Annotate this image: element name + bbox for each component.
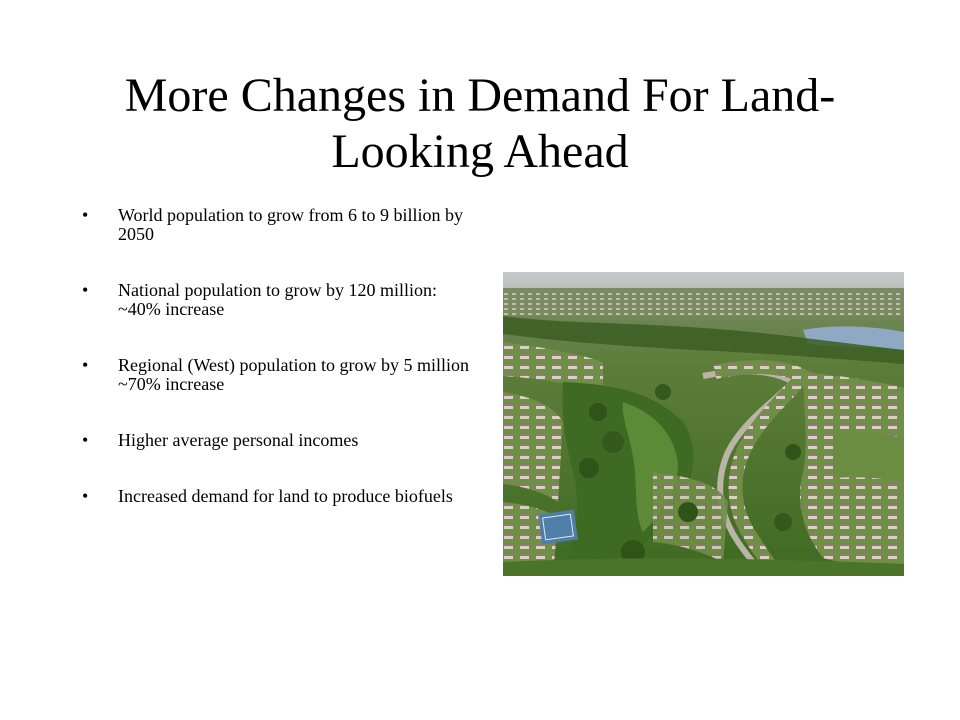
bullet-icon: • [82, 355, 89, 375]
bullet-text: National population to grow by 120 milli… [118, 280, 437, 319]
bullet-text: World population to grow from 6 to 9 bil… [118, 205, 464, 244]
bullet-icon: • [82, 280, 89, 300]
bullet-item: • World population to grow from 6 to 9 b… [80, 206, 475, 244]
bullet-item: • Regional (West) population to grow by … [80, 356, 475, 394]
bullet-icon: • [82, 430, 89, 450]
slide-title: More Changes in Demand For Land-Looking … [124, 69, 836, 178]
bullet-item: • National population to grow by 120 mil… [80, 281, 475, 319]
bullet-item: • Higher average personal incomes [80, 431, 475, 450]
bullet-item: • Increased demand for land to produce b… [80, 487, 475, 506]
bullet-text: Higher average personal incomes [118, 430, 359, 450]
bullet-list: • World population to grow from 6 to 9 b… [80, 206, 475, 506]
bullet-text: Increased demand for land to produce bio… [118, 486, 453, 506]
suburban-aerial-photo [503, 272, 904, 576]
bullet-icon: • [82, 486, 89, 506]
bullet-icon: • [82, 205, 89, 225]
bullet-text: Regional (West) population to grow by 5 … [118, 355, 470, 394]
